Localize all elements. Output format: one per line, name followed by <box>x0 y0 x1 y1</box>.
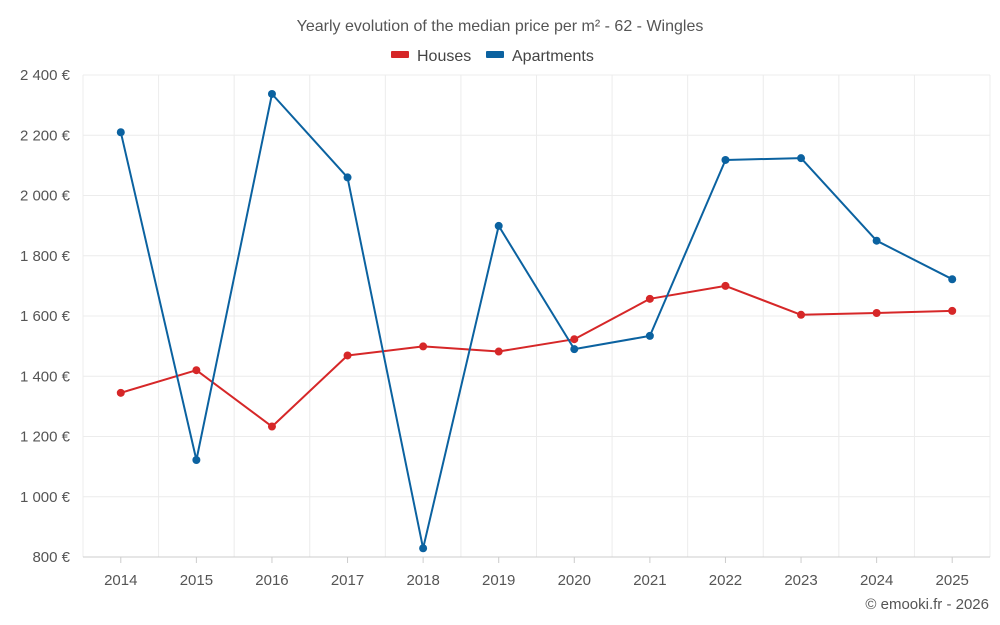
data-point-apartments[interactable] <box>948 275 957 284</box>
x-tick-label: 2015 <box>180 572 213 589</box>
data-point-houses[interactable] <box>343 351 352 360</box>
y-tick-label: 800 € <box>32 549 70 566</box>
y-tick-label: 1 600 € <box>20 308 71 325</box>
data-point-apartments[interactable] <box>343 173 352 182</box>
legend-label-houses[interactable]: Houses <box>417 48 471 65</box>
data-point-apartments[interactable] <box>645 331 654 340</box>
x-tick-label: 2025 <box>936 572 969 589</box>
data-point-apartments[interactable] <box>872 236 881 245</box>
y-tick-label: 2 400 € <box>20 67 71 84</box>
data-point-houses[interactable] <box>797 310 806 319</box>
data-point-houses[interactable] <box>267 422 276 431</box>
data-point-houses[interactable] <box>494 347 503 356</box>
y-tick-label: 2 200 € <box>20 127 71 144</box>
x-tick-label: 2021 <box>633 572 666 589</box>
data-point-apartments[interactable] <box>192 455 201 464</box>
data-point-houses[interactable] <box>948 306 957 315</box>
credit-text: © emooki.fr - 2026 <box>865 596 989 613</box>
x-tick-label: 2023 <box>784 572 817 589</box>
y-tick-label: 1 400 € <box>20 368 71 385</box>
data-point-houses[interactable] <box>116 388 125 397</box>
data-point-apartments[interactable] <box>419 544 428 553</box>
x-tick-label: 2017 <box>331 572 364 589</box>
y-tick-label: 1 200 € <box>20 429 71 446</box>
y-tick-label: 2 000 € <box>20 188 71 205</box>
data-point-houses[interactable] <box>645 294 654 303</box>
data-point-apartments[interactable] <box>267 89 276 98</box>
legend-swatch-apartments <box>486 51 504 58</box>
data-point-apartments[interactable] <box>494 221 503 230</box>
series-line-apartments <box>119 93 953 550</box>
data-point-apartments[interactable] <box>570 345 579 354</box>
data-point-apartments[interactable] <box>721 155 730 164</box>
x-tick-label: 2018 <box>406 572 439 589</box>
legend-label-apartments[interactable]: Apartments <box>512 48 594 65</box>
x-tick-label: 2016 <box>255 572 288 589</box>
x-axis-ticks: 2014 2015 2016 2017 2018 2019 2020 2021 2022 2023… <box>104 557 969 589</box>
y-tick-label: 1 800 € <box>20 248 71 265</box>
data-point-houses[interactable] <box>721 281 730 290</box>
series-lines <box>116 89 957 553</box>
legend-swatch-houses <box>391 51 409 58</box>
x-tick-label: 2019 <box>482 572 515 589</box>
data-point-houses[interactable] <box>872 308 881 317</box>
y-tick-label: 1 000 € <box>20 489 71 506</box>
y-axis-ticks: 800 € 1 000 € 1 200 € 1 400 € 1 600 € 1 800 €… <box>20 67 71 566</box>
gridlines <box>82 74 991 558</box>
data-point-apartments[interactable] <box>116 128 125 137</box>
data-point-houses[interactable] <box>570 335 579 344</box>
data-point-houses[interactable] <box>419 342 428 351</box>
chart-title: Yearly evolution of the median price per… <box>297 18 704 35</box>
x-tick-label: 2014 <box>104 572 137 589</box>
x-tick-label: 2020 <box>558 572 591 589</box>
legend: Houses Apartments <box>391 48 594 65</box>
data-point-houses[interactable] <box>192 366 201 375</box>
series-line-houses <box>120 284 953 428</box>
x-tick-label: 2024 <box>860 572 893 589</box>
x-tick-label: 2022 <box>709 572 742 589</box>
data-point-apartments[interactable] <box>797 154 806 163</box>
